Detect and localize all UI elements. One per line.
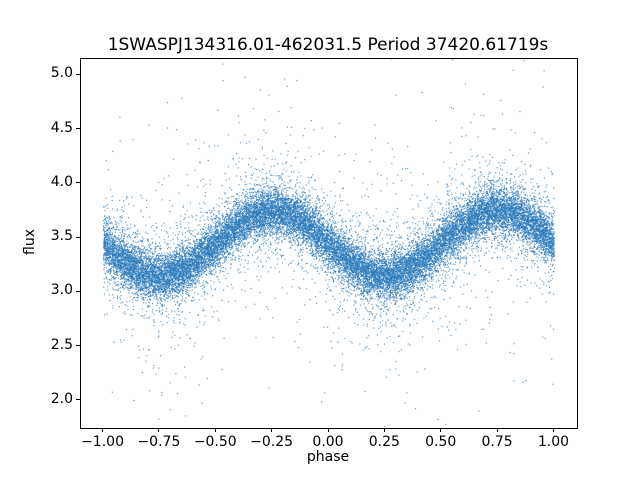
scatter-canvas xyxy=(81,59,577,428)
chart-title: 1SWASPJ134316.01-462031.5 Period 37420.6… xyxy=(107,35,549,55)
plot-area xyxy=(80,58,578,429)
y-tick-label: 2.5 xyxy=(50,336,73,353)
x-axis-label: phase xyxy=(306,449,350,465)
x-tick-label: 0.25 xyxy=(368,434,400,450)
y-tick-label: 3.5 xyxy=(50,228,73,245)
y-tick-label: 4.0 xyxy=(50,173,73,190)
x-tick-label: −1.00 xyxy=(81,434,124,450)
x-tick-label: −0.50 xyxy=(193,434,237,450)
y-tick-mark xyxy=(76,290,80,292)
x-tick-label: 1.00 xyxy=(537,434,570,450)
x-tick-mark xyxy=(271,428,273,432)
x-tick-mark xyxy=(383,428,385,432)
x-tick-mark xyxy=(214,428,216,432)
x-tick-mark xyxy=(496,428,498,432)
x-tick-mark xyxy=(327,428,329,432)
x-tick-mark xyxy=(440,428,442,432)
x-tick-label: −0.75 xyxy=(137,434,181,450)
y-tick-mark xyxy=(76,182,80,184)
x-tick-label: 0.50 xyxy=(425,434,457,450)
y-tick-mark xyxy=(76,236,80,238)
y-tick-label: 2.0 xyxy=(50,390,73,407)
x-tick-label: 0.00 xyxy=(312,434,344,450)
y-tick-label: 4.5 xyxy=(50,119,73,136)
x-tick-mark xyxy=(552,428,554,432)
x-tick-label: 0.75 xyxy=(481,434,513,450)
x-tick-label: −0.25 xyxy=(250,434,294,450)
y-tick-label: 3.0 xyxy=(50,282,73,299)
y-tick-mark xyxy=(76,128,80,130)
x-tick-mark xyxy=(158,428,160,432)
y-tick-label: 5.0 xyxy=(50,65,73,82)
y-tick-mark xyxy=(76,345,80,347)
y-tick-mark xyxy=(76,73,80,75)
y-tick-mark xyxy=(76,399,80,401)
x-tick-mark xyxy=(102,428,104,432)
